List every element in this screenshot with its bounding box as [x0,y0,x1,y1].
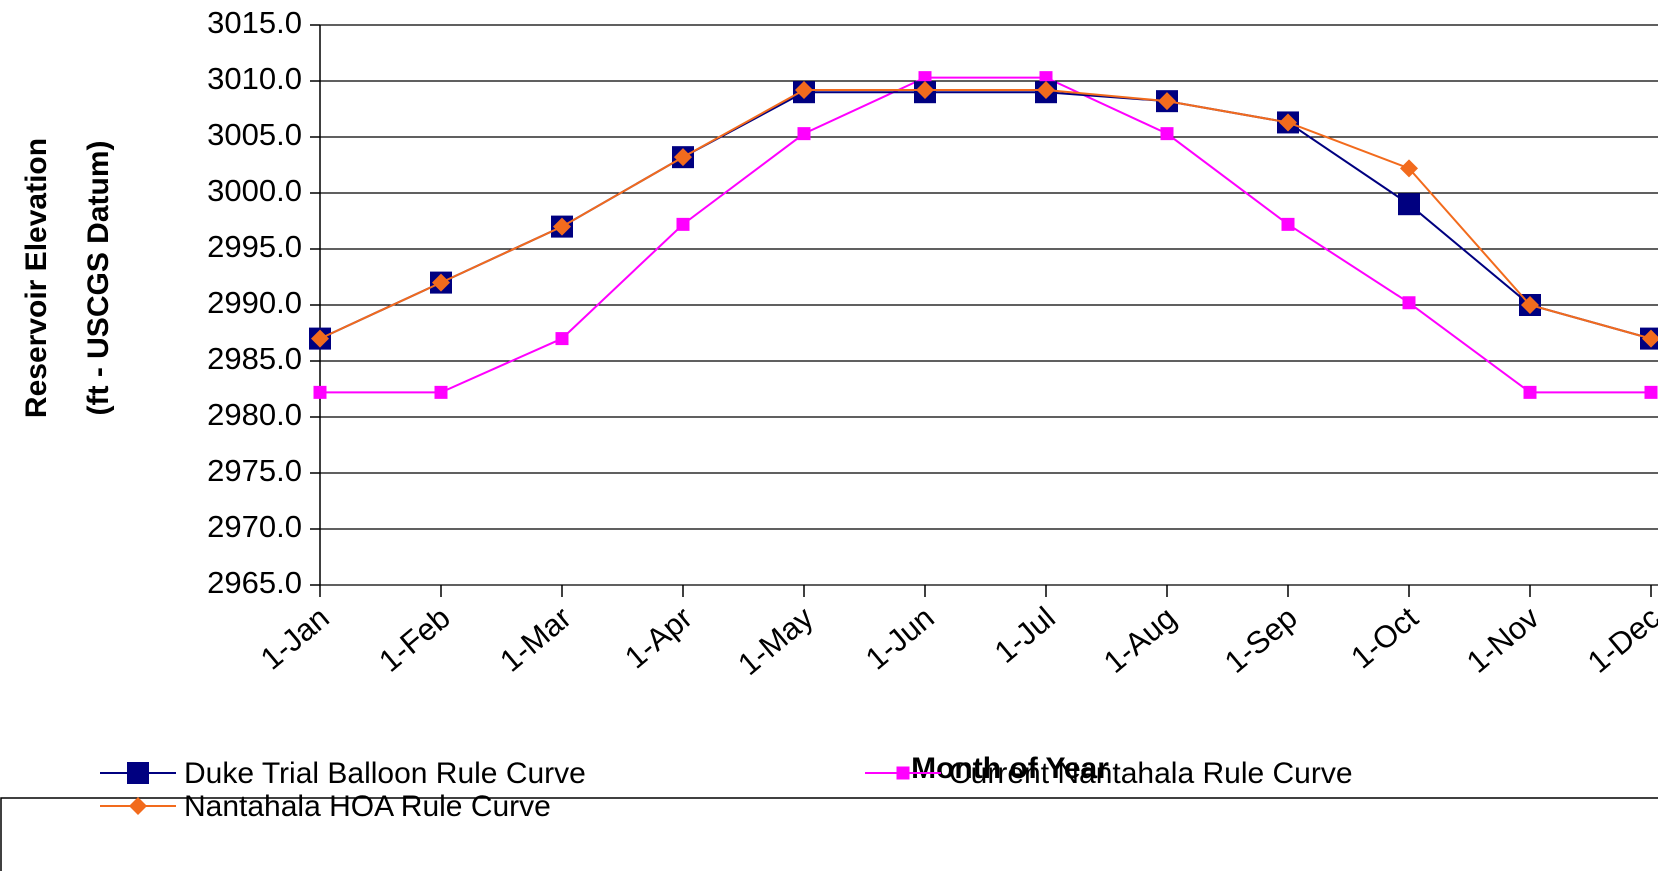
y-tick-label: 2970.0 [207,509,302,544]
y-tick-label: 3010.0 [207,61,302,96]
legend-label: Duke Trial Balloon Rule Curve [184,757,586,790]
x-tick-label: 1-May [731,600,820,682]
point [1523,385,1537,399]
point [676,217,690,231]
y-tick-label: 2975.0 [207,453,302,488]
legend-box [0,797,1658,871]
x-tick-label-group: 1-Sep [1218,600,1304,680]
y-tick-label: 2990.0 [207,285,302,320]
legend-marker [896,766,910,780]
series-line [320,76,1651,394]
legend-label: Nantahala HOA Rule Curve [184,790,551,823]
x-tick-label-group: 1-Oct [1344,600,1425,676]
legend-label: Current Nantahala Rule Curve [949,757,1353,790]
legend-marker [127,762,149,784]
y-tick-label: 3000.0 [207,173,302,208]
point [1644,385,1658,399]
x-axis-title: Month of Year [911,752,1109,785]
point [553,217,571,236]
x-tick-label: 1-Nov [1460,600,1546,680]
x-tick-label-group: 1-Jun [859,600,941,677]
y-axis-title-line: (ft - USCGS Datum) [82,141,115,416]
x-tick-label-group: 1-Feb [372,600,457,679]
point [916,80,934,99]
x-tick-label: 1-Oct [1344,600,1425,676]
point [1281,217,1295,231]
x-tick-label: 1-Jun [859,600,941,677]
x-tick-label-group: 1-Jul [988,600,1062,670]
x-tick-label: 1-Jul [988,600,1062,670]
point [674,148,692,167]
point [1642,329,1658,348]
point [311,329,329,348]
x-tick-label: 1-Feb [372,600,457,679]
point [1037,80,1055,99]
x-tick-label-group: 1-Apr [618,600,699,676]
point [1279,113,1297,132]
y-tick-label: 2985.0 [207,341,302,376]
point [313,385,327,399]
point [432,273,450,292]
x-tick-label-group: 1-Mar [493,600,578,679]
point [918,71,932,85]
x-tick-label: 1-Aug [1097,600,1183,680]
x-tick-label-group: 1-Aug [1097,600,1183,680]
point [1160,127,1174,141]
point [1039,71,1053,85]
y-tick-label: 2980.0 [207,397,302,432]
y-axis-title-line: Reservoir Elevation [20,138,53,418]
legend-marker [129,797,147,815]
y-axis-title: Reservoir Elevation (ft - USCGS Datum) [20,138,115,418]
x-tick-label: 1-Dec [1581,600,1658,680]
point [797,127,811,141]
series-line [319,88,1652,340]
point [1400,159,1418,178]
point [555,332,569,346]
y-tick-label: 3015.0 [207,5,302,40]
y-tick-label: 2965.0 [207,565,302,600]
point [1398,193,1420,216]
x-tick-label-group: 1-Jan [254,600,336,677]
x-tick-label: 1-Sep [1218,600,1304,680]
x-tick-label-group: 1-Dec [1581,600,1658,680]
y-tick-label: 2995.0 [207,229,302,264]
y-tick-label: 3005.0 [207,117,302,152]
point [1521,296,1539,314]
x-tick-label: 1-Mar [493,600,578,679]
point [1402,296,1416,310]
x-tick-label-group: 1-May [731,600,820,682]
point [795,80,813,99]
point [434,385,448,399]
x-tick-label-group: 1-Nov [1460,600,1546,680]
x-tick-label: 1-Jan [254,600,336,677]
point [1158,92,1176,111]
x-tick-label: 1-Apr [618,600,699,676]
